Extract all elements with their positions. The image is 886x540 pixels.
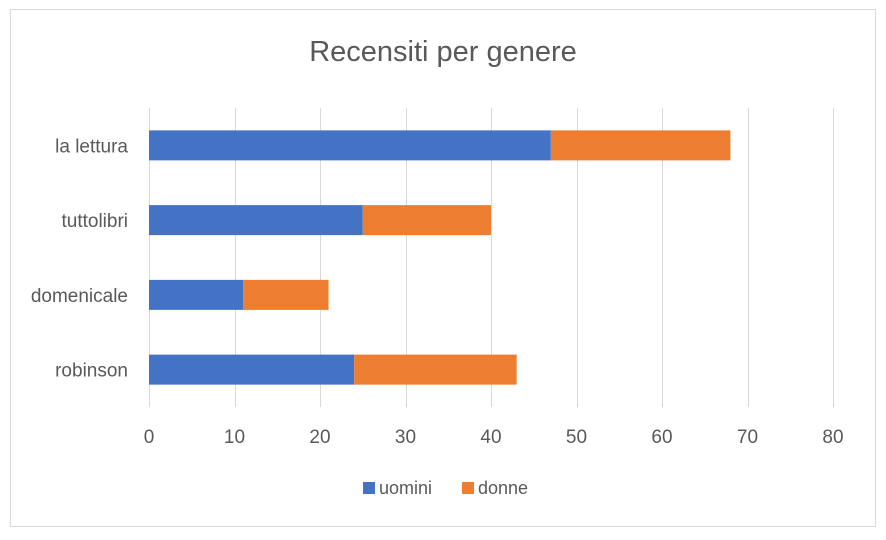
legend: uomini donne [363, 478, 528, 498]
x-tick-label: 10 [224, 427, 245, 448]
category-label: domenicale [31, 286, 128, 307]
category-labels: la lettura tuttolibri domenicale robinson [31, 136, 129, 381]
x-tick-label: 0 [144, 427, 155, 448]
x-tick-label: 30 [395, 427, 416, 448]
bar-uomini-domenicale [149, 279, 244, 310]
category-label: la lettura [55, 136, 128, 157]
bar-donne-robinson [354, 354, 517, 385]
x-tick-label: 50 [566, 427, 587, 448]
bar-uomini-tuttolibri [149, 205, 363, 236]
chart-frame [10, 9, 876, 527]
legend-swatch-donne [462, 482, 474, 494]
x-tick-label: 20 [309, 427, 330, 448]
legend-swatch-uomini [363, 482, 375, 494]
x-tick-label: 60 [651, 427, 672, 448]
legend-label-donne: donne [478, 478, 528, 498]
category-label: tuttolibri [61, 211, 128, 232]
bar-donne-la-lettura [550, 130, 731, 161]
category-label: robinson [55, 361, 128, 382]
bar-donne-tuttolibri [362, 205, 491, 236]
bars [149, 130, 731, 385]
bar-uomini-robinson [149, 354, 355, 385]
legend-label-uomini: uomini [379, 478, 432, 498]
bar-uomini-la-lettura [149, 130, 551, 161]
bar-donne-domenicale [243, 279, 329, 310]
chart-title: Recensiti per genere [309, 36, 577, 68]
x-tick-labels: 0 10 20 30 40 50 60 70 80 [144, 427, 844, 448]
x-tick-label: 70 [737, 427, 758, 448]
x-tick-label: 80 [822, 427, 843, 448]
x-tick-label: 40 [480, 427, 501, 448]
